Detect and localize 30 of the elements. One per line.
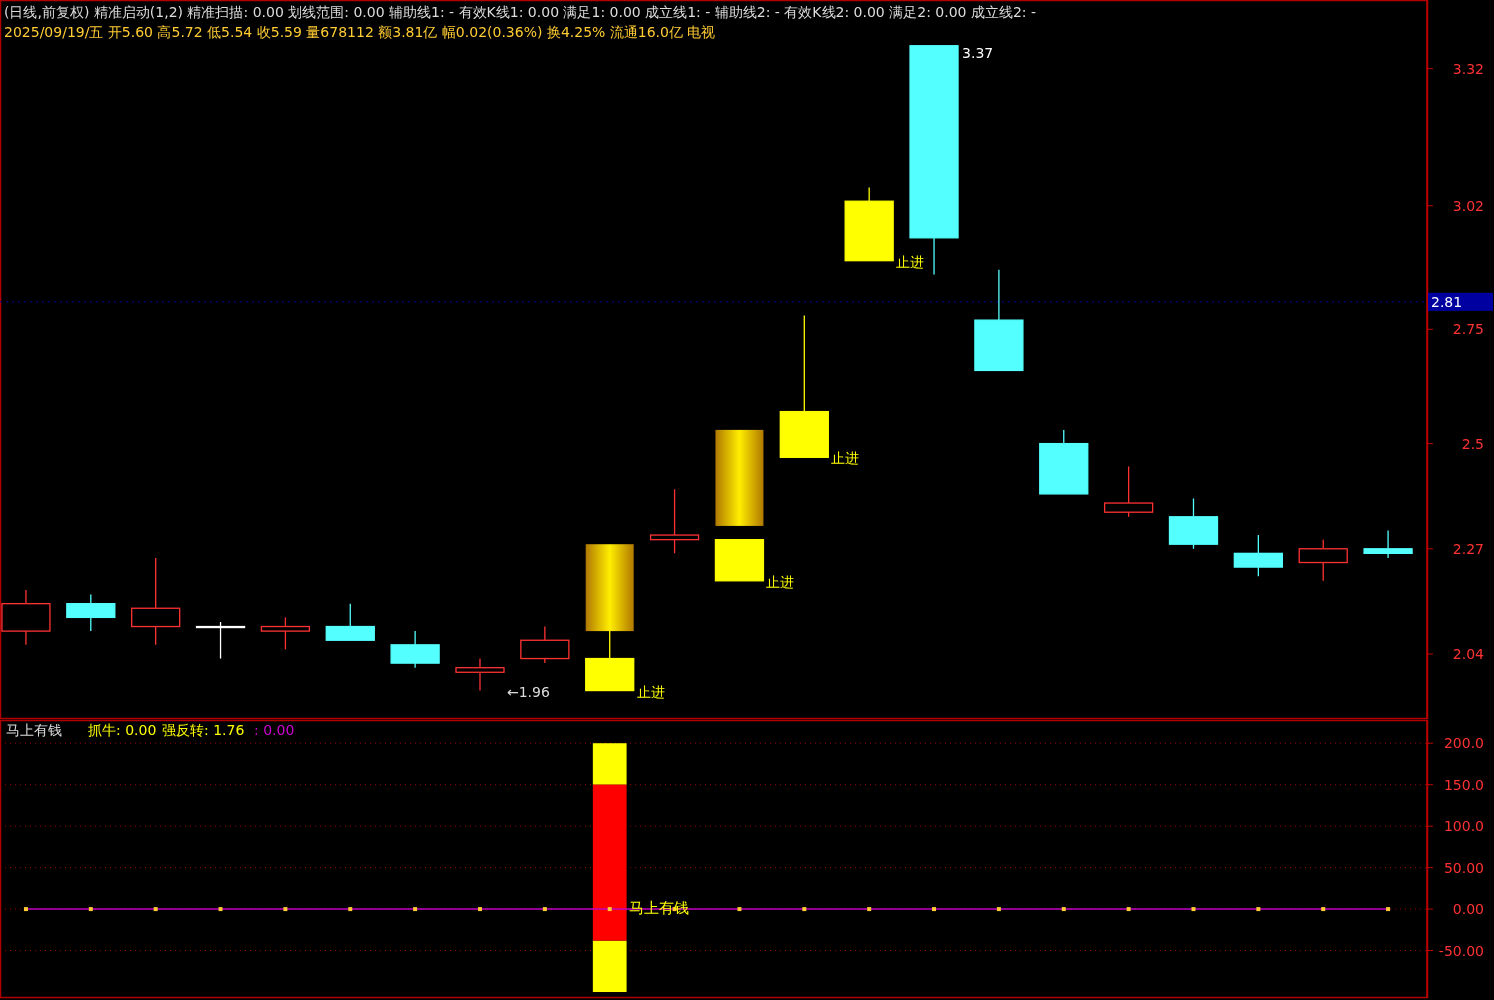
annotation: 抓牛: 0.00 — [88, 722, 157, 738]
y-tick-label: 3.02 — [1452, 197, 1484, 214]
y-tick-label: 2.04 — [1452, 645, 1485, 662]
y-tick-label: 0.00 — [1452, 901, 1484, 918]
y-tick-label: 100.0 — [1443, 818, 1484, 835]
text: 止进 — [766, 573, 795, 590]
candlestick — [520, 625, 570, 664]
candlestick — [1363, 529, 1413, 559]
text: ←1.96 — [506, 683, 550, 700]
y-tick-label: 200.0 — [1443, 735, 1484, 752]
ref-line-label: 2.81 — [1431, 293, 1463, 310]
y-tick-label: 2.75 — [1452, 321, 1484, 338]
candlestick — [455, 657, 505, 692]
annotation: 马上有钱 — [6, 722, 62, 738]
y-tick-label: 50.00 — [1443, 859, 1484, 876]
candlestick — [131, 557, 181, 646]
y-tick-label: 150.0 — [1443, 776, 1484, 793]
text: 止进 — [636, 683, 665, 700]
text: 3.37 — [962, 44, 994, 61]
y-tick-label: -50.00 — [1438, 942, 1484, 959]
annotation: 强反转: 1.76 — [162, 722, 245, 738]
annotation: (日线,前复权) 精准启动(1,2) 精准扫描: 0.00 划线范围: 0.00 辅助线1: - 有效K线1: 0.00 满足1: 0.00 成立线1: - 辅助线2: - 有效K线2: 0.00 满足2: 0.00 成立线2: - — [4, 4, 1037, 20]
y-tick-label: 2.27 — [1452, 540, 1484, 557]
y-tick-label: 2.5 — [1461, 435, 1484, 452]
y-tick-label: 3.32 — [1452, 60, 1484, 77]
text: 止进 — [896, 253, 925, 270]
annotation: : 0.00 — [254, 722, 295, 738]
candlestick — [390, 630, 440, 669]
text: 止进 — [831, 450, 860, 467]
annotation: 2025/09/19/五 开5.60 高5.72 低5.54 收5.59 量678112 额3.81亿 幅0.02(0.36%) 换4.25% 流通16.0亿 电视 — [4, 24, 716, 40]
